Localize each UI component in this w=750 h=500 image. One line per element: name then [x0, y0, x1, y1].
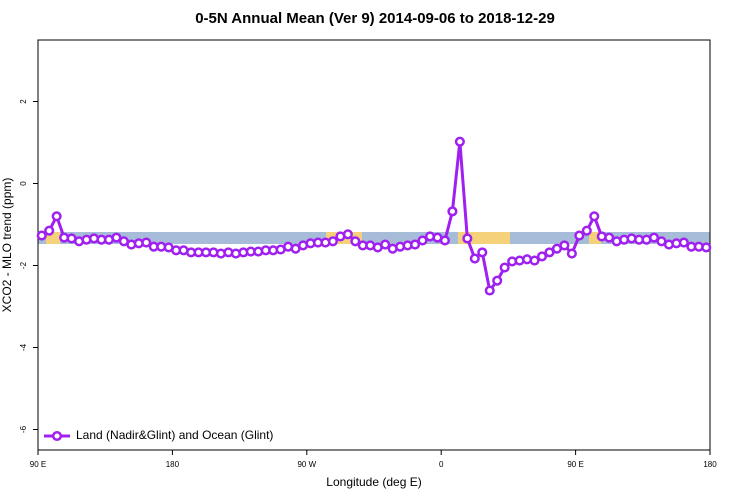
point: [462, 233, 473, 244]
point: [439, 235, 450, 246]
point: [111, 232, 122, 243]
x-tick-label: 90 W: [297, 460, 316, 469]
point: [380, 239, 391, 250]
point: [492, 275, 503, 286]
point: [410, 239, 421, 250]
y-tick-label: -2: [19, 261, 28, 269]
point: [141, 237, 152, 248]
x-tick-label: 180: [703, 460, 717, 469]
point: [536, 251, 548, 262]
point: [454, 136, 465, 147]
point: [678, 237, 689, 248]
point: [499, 262, 510, 273]
y-axis-label: XCO2 - MLO trend (ppm): [0, 178, 14, 313]
point: [604, 232, 615, 243]
point: [417, 235, 428, 246]
y-tick-label: 0: [19, 181, 28, 186]
point: [350, 236, 361, 247]
legend-label: Land (Nadir&Glint) and Ocean (Glint): [76, 428, 273, 442]
point: [36, 230, 47, 241]
point: [484, 285, 495, 296]
point: [44, 225, 55, 236]
point: [469, 253, 480, 264]
point: [529, 255, 540, 266]
point: [544, 247, 555, 258]
point: [342, 229, 353, 240]
x-tick-label: 90 E: [30, 460, 46, 469]
x-tick-label: 180: [166, 460, 180, 469]
y-tick-label: -6: [19, 425, 28, 433]
chart-title: 0-5N Annual Mean (Ver 9) 2014-09-06 to 2…: [195, 10, 555, 27]
point: [51, 211, 62, 222]
y-tick-label: -4: [19, 343, 28, 351]
x-tick-label: 90 E: [567, 460, 583, 469]
point: [559, 240, 570, 251]
point: [574, 230, 585, 241]
legend-marker: [51, 430, 63, 442]
point: [447, 206, 458, 217]
point: [477, 247, 488, 258]
x-axis-label: Longitude (deg E): [326, 475, 421, 489]
point: [327, 236, 338, 247]
point: [701, 242, 712, 253]
point: [589, 211, 600, 222]
point: [566, 248, 577, 259]
point: [648, 232, 660, 243]
x-tick-label: 0: [439, 460, 444, 469]
y-tick-label: 2: [19, 99, 28, 104]
series-line: [40, 141, 707, 295]
point: [581, 225, 592, 236]
